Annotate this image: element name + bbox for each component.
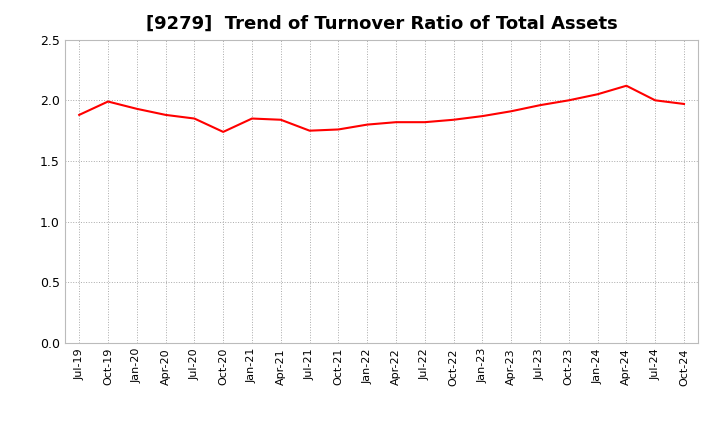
Title: [9279]  Trend of Turnover Ratio of Total Assets: [9279] Trend of Turnover Ratio of Total …: [145, 15, 618, 33]
